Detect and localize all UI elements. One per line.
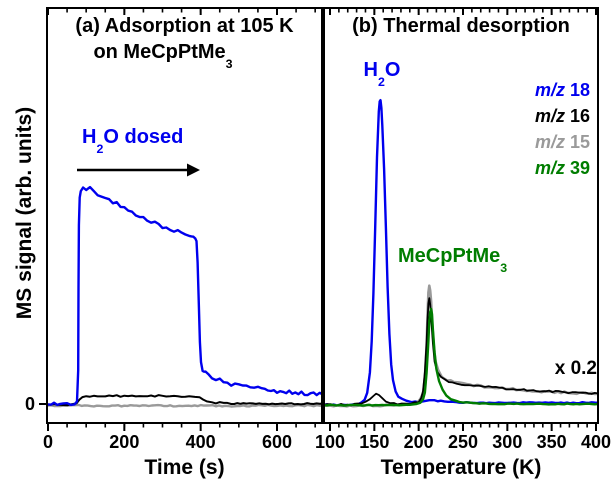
panel-a-series: [47, 185, 322, 408]
series-m-z-15: [47, 403, 322, 408]
curves-layer: [47, 99, 598, 408]
precursor-peak-annotation: MeCpPtMe3: [398, 245, 507, 274]
h2o-dosed-sub: 2: [96, 141, 104, 156]
x-tick-label: 600: [262, 432, 292, 452]
legend-mz16-value: 16: [569, 106, 590, 126]
y-tick-label: 0: [25, 394, 35, 414]
x-tick-label: 250: [448, 432, 478, 452]
legend-item-mz39: m/z 39: [478, 155, 590, 181]
legend-mz15-value: 15: [569, 132, 590, 152]
h2o-peak-annotation: H2O: [346, 59, 418, 88]
axes-layer: 0 200 400 600 0 100 150 200 250 300 350 400: [25, 7, 611, 452]
panel-b-x-axis-label: Temperature (K): [380, 456, 542, 479]
x-tick-label: 200: [404, 432, 434, 452]
precursor-main: MeCpPtMe: [398, 245, 501, 267]
legend-mz16-prefix: m/z: [534, 106, 565, 126]
series-m-z-16: [324, 297, 598, 407]
panel-a-title-line1: (a) Adsorption at 105 K: [75, 15, 294, 37]
panel-b-title: (b) Thermal desorption: [352, 15, 570, 37]
precursor-sub: 3: [500, 260, 508, 275]
scale-factor-annotation: x 0.2: [554, 358, 597, 379]
series-m-z-15: [324, 284, 598, 408]
series-m-z-18-h2o-: [47, 185, 322, 407]
legend-mz39-prefix: m/z: [534, 158, 565, 178]
series-m-z-16: [47, 394, 322, 407]
panel-a-title-line2-main: on MeCpPtMe: [93, 41, 226, 63]
h2o-dosed-annotation: H2O dosed: [82, 126, 184, 155]
legend-mz39-value: 39: [569, 158, 590, 178]
legend-mz18-value: 18: [569, 80, 590, 100]
panel-a-axes: 0 200 400 600 0: [25, 7, 323, 452]
legend-item-mz16: m/z 16: [478, 103, 590, 129]
legend: m/z 18 m/z 16 m/z 15 m/z 39: [478, 77, 590, 181]
y-axis-label: MS signal (arb. units): [13, 106, 36, 320]
h2o-pre: H: [363, 59, 378, 81]
x-tick-label: 300: [492, 432, 522, 452]
h2o-dosed-arrow: [77, 163, 200, 177]
x-tick-label: 400: [186, 432, 216, 452]
panel-a-title-line2: on MeCpPtMe3: [47, 41, 279, 70]
series-m-z-39-mecpptme3-: [324, 307, 598, 407]
legend-mz15-prefix: m/z: [534, 132, 565, 152]
panel-b-axes: 100 150 200 250 300 350 400: [315, 7, 611, 452]
h2o-sub: 2: [377, 74, 385, 89]
legend-mz18-prefix: m/z: [534, 80, 565, 100]
series-m-z-18-h2o-: [324, 99, 598, 407]
x-tick-label: 350: [537, 432, 567, 452]
panel-b-series: [324, 99, 598, 408]
panel-a-title-line2-subscript: 3: [225, 56, 233, 71]
x-tick-label: 100: [315, 432, 345, 452]
h2o-dosed-post: O dosed: [103, 126, 184, 148]
x-tick-label: 0: [43, 432, 53, 452]
h2o-dosed-pre: H: [82, 126, 97, 148]
legend-item-mz15: m/z 15: [478, 129, 590, 155]
h2o-post: O: [384, 59, 401, 81]
x-tick-label: 150: [359, 432, 389, 452]
x-tick-label: 200: [109, 432, 139, 452]
legend-item-mz18: m/z 18: [478, 77, 590, 103]
x-tick-label: 400: [581, 432, 611, 452]
panel-a-x-axis-label: Time (s): [144, 456, 225, 479]
